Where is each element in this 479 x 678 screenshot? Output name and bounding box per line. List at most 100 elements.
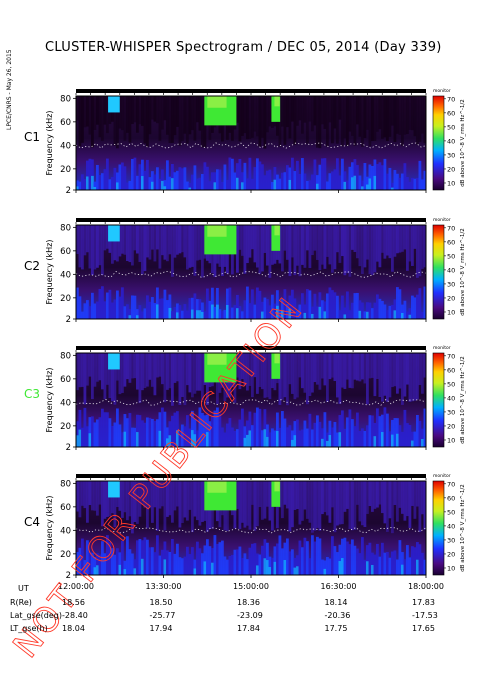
spectral-column — [348, 225, 352, 277]
spectral-column — [241, 408, 244, 447]
emission-burst — [108, 96, 120, 113]
ephemeris-value: -23.09 — [237, 611, 263, 620]
spectral-column — [228, 157, 232, 190]
spectral-column — [148, 417, 152, 447]
spectral-column — [413, 353, 417, 401]
spectral-column — [173, 553, 177, 575]
spectral-column — [408, 96, 412, 130]
spectral-column — [343, 225, 347, 276]
spectral-column — [423, 408, 427, 447]
spectral-column — [386, 353, 389, 402]
spectral-column — [133, 157, 137, 190]
spectral-column — [288, 308, 292, 319]
spectral-column — [96, 225, 99, 268]
spectral-column — [348, 409, 352, 447]
spectral-column — [371, 96, 374, 141]
spectral-column — [401, 312, 404, 319]
spectral-column — [368, 302, 372, 319]
spectral-column — [141, 176, 144, 190]
spectral-column — [126, 304, 129, 319]
spectral-column — [238, 353, 242, 390]
spectral-column — [163, 96, 167, 121]
spectral-column — [411, 481, 414, 506]
spectral-column — [96, 164, 99, 190]
spectral-column — [331, 171, 334, 190]
spectral-column — [383, 481, 387, 524]
spectral-column — [243, 162, 247, 190]
spectral-column — [176, 96, 179, 127]
spectral-column — [401, 304, 404, 319]
y-tick-label: 2 — [66, 315, 71, 325]
spectral-column — [171, 163, 174, 190]
spectral-column — [78, 409, 82, 447]
spectral-column — [186, 481, 189, 521]
spectral-column — [326, 556, 329, 575]
spectral-column — [388, 557, 392, 575]
spectral-column — [113, 96, 117, 146]
spectral-column — [186, 415, 189, 447]
spectral-column — [193, 165, 197, 190]
spectral-column — [123, 353, 127, 387]
spectral-column — [86, 176, 89, 190]
spectral-column — [193, 434, 197, 447]
spectral-column — [391, 434, 394, 447]
spectral-column — [388, 353, 392, 398]
spectral-column — [323, 412, 327, 447]
spectral-column — [321, 481, 324, 515]
spectral-column — [128, 315, 132, 319]
spectral-column — [113, 554, 117, 575]
spectral-column — [358, 353, 362, 382]
spectral-column — [293, 557, 297, 575]
spectral-column — [273, 546, 277, 575]
spectral-column — [246, 559, 249, 575]
spectral-column — [246, 178, 249, 190]
emission-burst — [274, 353, 280, 364]
spectral-column — [133, 353, 137, 379]
spectral-column — [401, 552, 404, 575]
spectral-column — [138, 538, 142, 575]
spectral-column — [383, 96, 387, 138]
spectral-column — [103, 481, 107, 519]
spectral-column — [313, 293, 317, 319]
spectral-column — [403, 163, 407, 190]
spectral-column — [136, 432, 139, 447]
spectral-column — [306, 289, 309, 319]
spectral-column — [93, 225, 97, 270]
spectral-column — [171, 225, 174, 277]
spectral-column — [191, 174, 194, 190]
spectral-column — [268, 96, 272, 127]
spectral-column — [108, 481, 112, 517]
spectral-column — [371, 165, 374, 190]
spectral-column — [398, 425, 402, 447]
spectral-column — [281, 298, 284, 319]
spectral-column — [316, 353, 319, 385]
spectral-column — [181, 225, 184, 253]
spectral-column — [181, 168, 184, 190]
spectral-column — [246, 96, 249, 140]
ephemeris-row-label: Lat_gse(deg) — [10, 611, 62, 620]
spectral-column — [143, 96, 147, 144]
spectral-column — [261, 353, 264, 390]
spectral-column — [148, 353, 152, 380]
spectral-column — [253, 304, 257, 319]
spectral-column — [281, 481, 284, 519]
spectral-column — [196, 541, 199, 575]
spectral-column — [153, 481, 157, 508]
y-tick-label: 40 — [60, 526, 71, 536]
spectral-column — [93, 481, 97, 511]
colorbar — [432, 224, 445, 320]
spectral-column — [161, 353, 164, 385]
spectral-column — [243, 437, 247, 447]
spectral-column — [286, 353, 289, 406]
spectral-column — [406, 545, 409, 575]
spectral-column — [353, 159, 357, 190]
spectral-column — [371, 308, 374, 319]
spectral-column — [326, 432, 329, 447]
spectral-column — [208, 421, 212, 447]
spectral-column — [416, 353, 419, 400]
spectral-column — [248, 411, 252, 447]
spectral-column — [308, 481, 312, 523]
spectral-column — [373, 436, 377, 447]
spectral-column — [186, 353, 189, 386]
